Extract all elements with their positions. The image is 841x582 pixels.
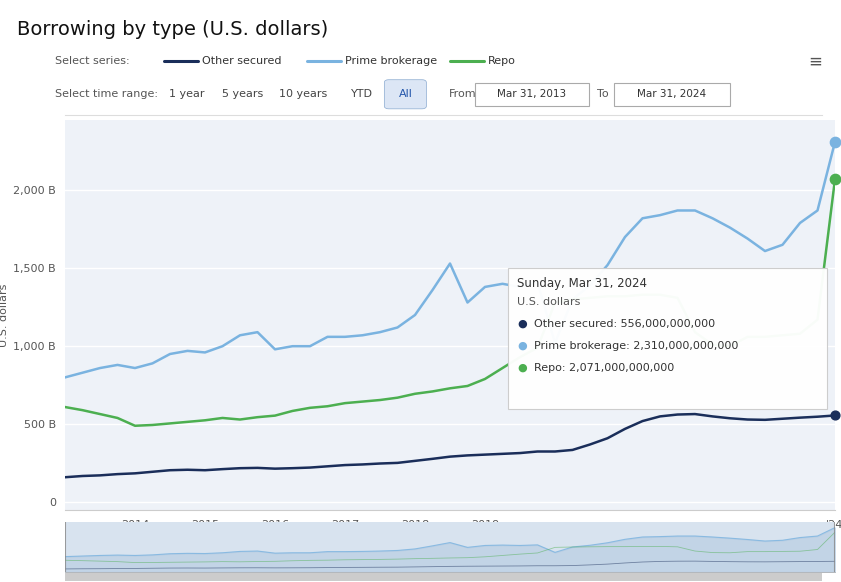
FancyBboxPatch shape <box>508 268 828 409</box>
Text: U.S. dollars: U.S. dollars <box>517 297 580 307</box>
Text: To: To <box>597 89 609 100</box>
Text: 1 year: 1 year <box>169 89 205 100</box>
Text: Select time range:: Select time range: <box>55 89 157 100</box>
Text: Sunday, Mar 31, 2024: Sunday, Mar 31, 2024 <box>517 277 647 290</box>
Text: All: All <box>399 89 412 100</box>
Text: Repo: Repo <box>488 56 516 66</box>
Text: ●: ● <box>517 363 526 372</box>
Text: ≡: ≡ <box>809 52 822 70</box>
Text: YTD: YTD <box>351 89 373 100</box>
Text: Other secured: 556,000,000,000: Other secured: 556,000,000,000 <box>534 319 715 329</box>
Text: ●: ● <box>517 341 526 351</box>
Text: Prime brokerage: 2,310,000,000,000: Prime brokerage: 2,310,000,000,000 <box>534 341 738 351</box>
Text: 5 years: 5 years <box>221 89 263 100</box>
Point <box>828 411 841 420</box>
Text: Other secured: Other secured <box>202 56 282 66</box>
Point <box>828 137 841 147</box>
Text: Mar 31, 2013: Mar 31, 2013 <box>497 89 567 100</box>
Text: Select series:: Select series: <box>55 56 130 66</box>
Text: Repo: 2,071,000,000,000: Repo: 2,071,000,000,000 <box>534 363 674 372</box>
Text: Prime brokerage: Prime brokerage <box>345 56 437 66</box>
Text: ●: ● <box>517 319 526 329</box>
Text: From: From <box>449 89 477 100</box>
Text: Mar 31, 2024: Mar 31, 2024 <box>637 89 706 100</box>
Y-axis label: U.S. dollars: U.S. dollars <box>0 283 9 347</box>
Text: Borrowing by type (U.S. dollars): Borrowing by type (U.S. dollars) <box>17 20 328 40</box>
Point <box>828 175 841 184</box>
Text: 10 years: 10 years <box>278 89 327 100</box>
